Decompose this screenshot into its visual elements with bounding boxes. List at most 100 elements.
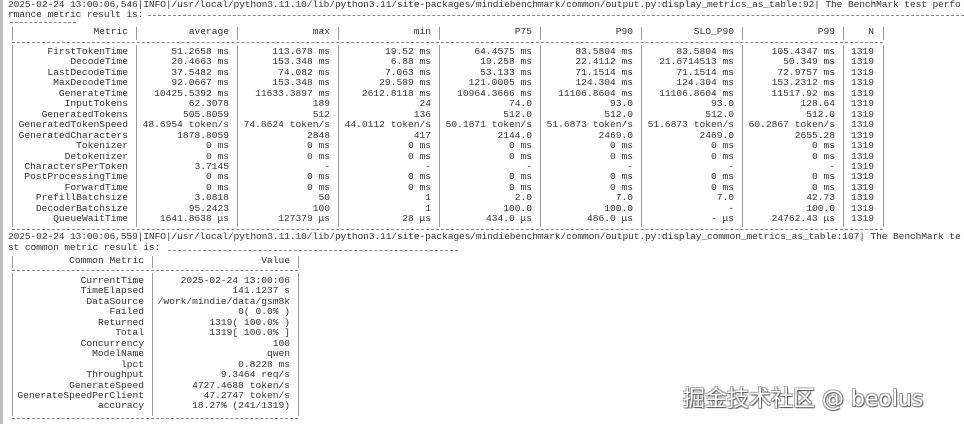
metric-value: 153.2312 ms bbox=[771, 77, 835, 89]
column-separator bbox=[136, 27, 137, 40]
metric-value: 2655.28 bbox=[794, 129, 835, 141]
metric-value: 29.589 ms bbox=[379, 77, 431, 89]
metric-name: DecoderBatchsize bbox=[35, 202, 128, 214]
metric-value: 83.5804 ms bbox=[575, 46, 633, 57]
metric-value: 2848 bbox=[306, 129, 330, 141]
column-header: Value bbox=[261, 255, 290, 266]
metric-value: 93.0 bbox=[710, 98, 734, 110]
metric-value: 51.2658 ms bbox=[171, 46, 229, 57]
metric-name: FirstTokenTime bbox=[47, 46, 128, 57]
table-border bbox=[12, 229, 883, 230]
metric-value: 1319 bbox=[850, 56, 874, 68]
metric-value: 0 ms bbox=[306, 140, 330, 152]
metric-value: 2144.0 bbox=[497, 129, 532, 141]
column-separator bbox=[540, 27, 541, 40]
metric-value: 0 ms bbox=[710, 140, 734, 152]
metric-value: 47.2747 token/s bbox=[203, 389, 290, 401]
table-header-divider bbox=[12, 42, 883, 43]
metric-name: GenerateSpeed bbox=[69, 379, 144, 391]
metric-value: 21.6714513 ms bbox=[659, 56, 734, 68]
metric-value: 141.1237 s bbox=[232, 285, 290, 297]
metric-value: 9.3464 req/s bbox=[220, 369, 290, 381]
metric-name: Detokenizer bbox=[64, 150, 128, 162]
metric-value: 10425.5392 ms bbox=[154, 87, 229, 99]
column-header: Metric bbox=[93, 26, 128, 37]
metric-value: 11517.92 ms bbox=[771, 87, 835, 99]
metric-value: 0 ms bbox=[609, 140, 633, 152]
column-separator bbox=[843, 45, 844, 227]
column-separator bbox=[152, 273, 153, 416]
metrics-log-line: 2025-02-24 13:00:06,546|INFO|/usr/local/… bbox=[8, 0, 961, 10]
metric-value: 72.9757 ms bbox=[777, 66, 835, 78]
metric-value: 0.8228 ms bbox=[238, 358, 290, 370]
table-border bbox=[168, 250, 458, 251]
metric-value: 1319 bbox=[850, 140, 874, 152]
metric-value: 434.0 μs bbox=[485, 213, 532, 225]
metric-value: 128.64 bbox=[800, 98, 835, 110]
metric-value: 2025-02-24 13:00:06 bbox=[180, 275, 290, 286]
metric-value: 64.4575 ms bbox=[474, 46, 532, 57]
column-separator bbox=[883, 27, 884, 40]
metric-value: 100 bbox=[272, 337, 290, 349]
watermark: 掘金技术社区 @ beolus bbox=[683, 387, 924, 412]
metric-value: 486.0 μs bbox=[586, 213, 633, 225]
metric-value: 1641.8638 μs bbox=[159, 213, 229, 225]
metric-name: PostProcessingTime bbox=[24, 171, 128, 183]
column-header: N bbox=[868, 26, 874, 37]
metric-value: 20.4663 ms bbox=[171, 56, 229, 68]
column-separator bbox=[298, 256, 299, 268]
metric-value: 18.27% (241/1319) bbox=[192, 400, 290, 412]
metric-value: 11106.8604 ms bbox=[558, 87, 633, 99]
column-header: P99 bbox=[817, 26, 835, 37]
metric-value: 0 ms bbox=[609, 150, 633, 162]
column-separator bbox=[641, 27, 642, 40]
metric-value: 0 ms bbox=[205, 181, 229, 193]
metric-name: accuracy bbox=[97, 400, 144, 412]
metric-value: - bbox=[728, 160, 734, 172]
column-separator bbox=[298, 273, 299, 416]
metric-name: CharactersPerToken bbox=[24, 160, 128, 172]
metric-name: DataSource bbox=[86, 295, 144, 307]
metric-value: 105.4347 ms bbox=[771, 46, 835, 57]
metric-name: Returned bbox=[97, 316, 144, 328]
metric-value: /work/mindie/data/gsm8k bbox=[157, 295, 290, 307]
metric-value: 51.6873 token/s bbox=[546, 119, 633, 131]
column-header: P90 bbox=[615, 26, 633, 37]
metric-value: 42.73 bbox=[806, 192, 835, 204]
metric-value: 1319 bbox=[850, 87, 874, 99]
table-border bbox=[12, 418, 298, 419]
column-separator bbox=[237, 27, 238, 40]
metric-value: 127379 μs bbox=[278, 213, 330, 225]
metric-value: 62.3078 bbox=[188, 98, 229, 110]
metric-value: - μs bbox=[710, 213, 734, 225]
metric-value: 113.678 ms bbox=[272, 46, 330, 57]
metric-value: - bbox=[526, 160, 532, 172]
metric-value: 0 ms bbox=[508, 181, 532, 193]
common-log-line-cont: st common metric result is: bbox=[8, 242, 161, 253]
metric-value: 0 ms bbox=[609, 171, 633, 183]
metric-name: lpct bbox=[120, 358, 144, 370]
metric-value: 93.0 bbox=[609, 98, 633, 110]
metric-value: 1319 bbox=[850, 129, 874, 141]
metric-value: 11633.3897 ms bbox=[255, 87, 330, 99]
metric-value: 0 ms bbox=[609, 181, 633, 193]
metric-value: 7.0 bbox=[716, 192, 734, 204]
metric-value: 153.348 ms bbox=[272, 77, 330, 89]
column-separator bbox=[641, 45, 642, 227]
column-separator bbox=[439, 27, 440, 40]
column-separator bbox=[883, 45, 884, 227]
metric-value: 2469.0 bbox=[699, 129, 734, 141]
metric-value: 0 ms bbox=[306, 181, 330, 193]
column-separator bbox=[12, 256, 13, 268]
metric-value: 11106.8604 ms bbox=[659, 87, 734, 99]
metric-value: 1319 bbox=[850, 171, 874, 183]
metric-value: 60.2867 token/s bbox=[748, 119, 835, 131]
metric-value: 1319 bbox=[850, 119, 874, 131]
metric-value: 1878.8059 bbox=[177, 129, 229, 141]
metric-value: 189 bbox=[312, 98, 330, 110]
metric-value: 512.0 bbox=[705, 108, 734, 120]
metric-value: 83.5804 ms bbox=[676, 46, 734, 57]
metric-value: 512 bbox=[312, 108, 330, 120]
metric-name: Concurrency bbox=[80, 337, 144, 349]
metric-value: 153.348 ms bbox=[272, 56, 330, 68]
